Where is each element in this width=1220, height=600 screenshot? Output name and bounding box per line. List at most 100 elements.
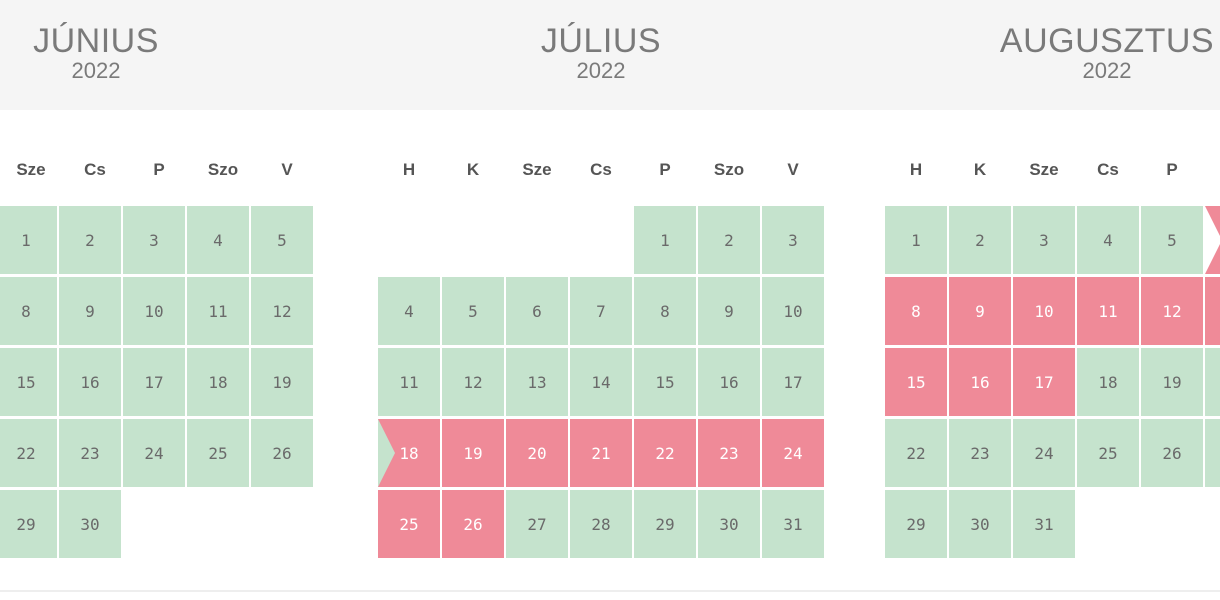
day-cell[interactable]: 22 — [634, 419, 696, 487]
day-cell[interactable]: 9 — [698, 277, 760, 345]
day-cell[interactable] — [1205, 419, 1220, 487]
day-cell[interactable]: 27 — [506, 490, 568, 558]
weekday-label: K — [466, 160, 480, 179]
day-cell[interactable]: 25 — [187, 419, 249, 487]
day-cell[interactable]: 11 — [1077, 277, 1139, 345]
day-cell[interactable]: 5 — [442, 277, 504, 345]
day-cell[interactable]: 1 — [885, 206, 947, 274]
weekday-label: H — [402, 160, 416, 179]
day-cell[interactable]: 14 — [570, 348, 632, 416]
day-cell[interactable]: 10 — [762, 277, 824, 345]
day-cell[interactable]: 24 — [1013, 419, 1075, 487]
day-cell[interactable]: 19 — [251, 348, 313, 416]
day-cell[interactable]: 10 — [123, 277, 185, 345]
day-number: 25 — [399, 514, 419, 534]
day-cell[interactable]: 15 — [0, 348, 57, 416]
day-cell[interactable]: 18 — [378, 419, 440, 487]
day-cell[interactable]: 12 — [251, 277, 313, 345]
day-number: 1 — [21, 230, 31, 250]
day-cell[interactable]: 6 — [506, 277, 568, 345]
weekday-label: P — [1166, 160, 1178, 179]
day-cell[interactable]: 30 — [949, 490, 1011, 558]
day-cell[interactable]: 4 — [378, 277, 440, 345]
day-cell[interactable]: 23 — [698, 419, 760, 487]
day-cell[interactable]: 26 — [442, 490, 504, 558]
day-number: 30 — [970, 514, 990, 534]
day-number: 13 — [527, 372, 547, 392]
day-cell[interactable]: 4 — [187, 206, 249, 274]
day-cell[interactable]: 29 — [634, 490, 696, 558]
day-cell[interactable]: 8 — [634, 277, 696, 345]
day-cell[interactable]: 19 — [442, 419, 504, 487]
day-cell[interactable]: 11 — [187, 277, 249, 345]
day-cell[interactable]: 24 — [123, 419, 185, 487]
day-cell[interactable]: 31 — [1013, 490, 1075, 558]
day-cell[interactable]: 1 — [634, 206, 696, 274]
day-cell[interactable]: 12 — [442, 348, 504, 416]
day-cell[interactable]: 10 — [1013, 277, 1075, 345]
day-cell[interactable]: 8 — [0, 277, 57, 345]
day-cell[interactable]: 11 — [378, 348, 440, 416]
day-cell[interactable]: 17 — [123, 348, 185, 416]
day-cell[interactable]: 22 — [0, 419, 57, 487]
day-cell[interactable]: 15 — [634, 348, 696, 416]
day-cell[interactable]: 12 — [1141, 277, 1203, 345]
day-cell[interactable]: 16 — [949, 348, 1011, 416]
day-cell[interactable]: 3 — [123, 206, 185, 274]
day-cell[interactable]: 24 — [762, 419, 824, 487]
day-number: 21 — [591, 443, 611, 463]
day-cell[interactable]: 5 — [251, 206, 313, 274]
day-number: 19 — [463, 443, 483, 463]
day-cell[interactable]: 8 — [885, 277, 947, 345]
day-cell[interactable] — [1205, 348, 1220, 416]
day-cell[interactable]: 4 — [1077, 206, 1139, 274]
weekday-label: Sze — [1029, 160, 1059, 179]
day-cell[interactable]: 30 — [59, 490, 121, 558]
day-number: 5 — [277, 230, 287, 250]
day-cell[interactable]: 29 — [885, 490, 947, 558]
day-cell[interactable]: 31 — [762, 490, 824, 558]
day-cell[interactable]: 20 — [506, 419, 568, 487]
day-cell[interactable]: 3 — [1013, 206, 1075, 274]
day-number: 30 — [719, 514, 739, 534]
day-cell[interactable]: 3 — [762, 206, 824, 274]
day-number: 17 — [144, 372, 164, 392]
day-cell[interactable]: 19 — [1141, 348, 1203, 416]
day-cell[interactable]: 16 — [59, 348, 121, 416]
day-cell[interactable]: 2 — [949, 206, 1011, 274]
day-number: 18 — [208, 372, 228, 392]
day-cell[interactable]: 5 — [1141, 206, 1203, 274]
day-cell[interactable] — [1205, 277, 1220, 345]
day-cell[interactable]: 17 — [1013, 348, 1075, 416]
day-cell[interactable]: 25 — [1077, 419, 1139, 487]
day-cell[interactable]: 30 — [698, 490, 760, 558]
day-cell[interactable]: 26 — [1141, 419, 1203, 487]
day-cell[interactable]: 26 — [251, 419, 313, 487]
day-cell[interactable]: 22 — [885, 419, 947, 487]
day-cell[interactable]: 29 — [0, 490, 57, 558]
month-header: JÚLIUS 2022 — [451, 24, 751, 84]
day-cell[interactable]: 18 — [1077, 348, 1139, 416]
day-cell[interactable]: 23 — [949, 419, 1011, 487]
day-cell[interactable]: 28 — [570, 490, 632, 558]
day-cell[interactable]: 9 — [59, 277, 121, 345]
day-cell[interactable] — [1205, 206, 1220, 274]
day-cell[interactable]: 25 — [378, 490, 440, 558]
day-cell[interactable]: 13 — [506, 348, 568, 416]
day-cell[interactable]: 17 — [762, 348, 824, 416]
day-number: 2 — [975, 230, 985, 250]
day-cell[interactable]: 1 — [0, 206, 57, 274]
day-number: 11 — [208, 301, 228, 321]
day-cell[interactable]: 18 — [187, 348, 249, 416]
day-number: 11 — [1098, 301, 1118, 321]
day-cell[interactable]: 7 — [570, 277, 632, 345]
weekday-label: P — [153, 160, 165, 179]
day-cell[interactable]: 23 — [59, 419, 121, 487]
day-cell[interactable]: 15 — [885, 348, 947, 416]
day-cell[interactable]: 9 — [949, 277, 1011, 345]
day-cell[interactable]: 21 — [570, 419, 632, 487]
day-cell[interactable]: 16 — [698, 348, 760, 416]
day-cell[interactable]: 2 — [59, 206, 121, 274]
day-cell[interactable]: 2 — [698, 206, 760, 274]
month-year: 2022 — [576, 58, 626, 83]
